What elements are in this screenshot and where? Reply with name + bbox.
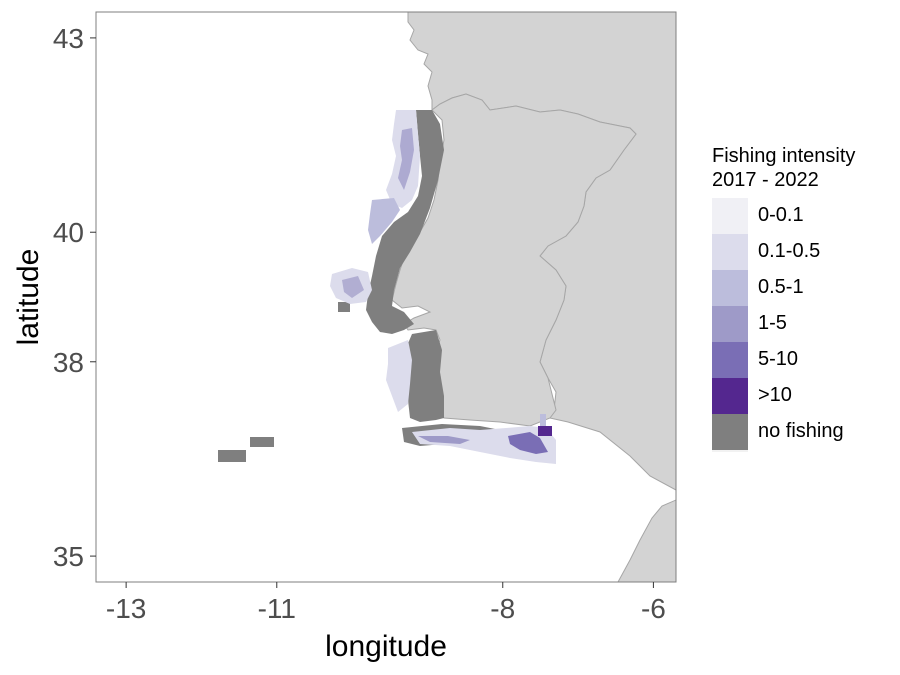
x-tick-label: -8 (490, 593, 515, 624)
legend-label: no fishing (758, 420, 844, 442)
intensity-zone-max (538, 426, 552, 436)
plot-panel-border (95, 11, 677, 583)
no-fishing-zone-southwest (402, 330, 444, 422)
legend-item: 0.1-0.5 (712, 234, 892, 270)
no-fishing-zone-seamount-1 (218, 450, 246, 462)
intensity-zone-east-edge (540, 414, 546, 426)
x-tick-label: -11 (258, 593, 296, 624)
x-axis-title: longitude (325, 630, 447, 663)
legend-label: 1-5 (758, 312, 787, 334)
intensity-zone-lisbon-inner (342, 276, 364, 298)
fishing-intensity-zones (330, 110, 556, 464)
legend-item: 0-0.1 (712, 198, 892, 234)
legend-swatch (712, 234, 748, 270)
legend-swatch (712, 378, 748, 414)
y-tick-label: 38 (53, 347, 84, 378)
land-north-africa (617, 499, 676, 582)
legend-label: >10 (758, 384, 792, 406)
legend-swatch (712, 342, 748, 378)
legend-swatch (712, 270, 748, 306)
intensity-zone-algarve-mid (418, 436, 470, 444)
y-axis-title: latitude (12, 249, 45, 346)
intensity-zone-nazare (368, 198, 400, 244)
x-axis: -13 -11 -8 -6 (106, 582, 666, 624)
no-fishing-zone-seamount-2 (250, 437, 274, 447)
intensity-zone-north-inner (398, 128, 414, 190)
y-axis: 35 38 40 43 (53, 23, 96, 572)
legend-title: Fishing intensity 2017 - 2022 (712, 145, 856, 191)
legend-swatch (712, 414, 748, 450)
y-tick-label: 40 (53, 217, 84, 248)
legend-label: 0-0.1 (758, 204, 804, 226)
intensity-zone-algarve-east (508, 432, 548, 454)
no-fishing-zone-offshore-cell (338, 302, 350, 312)
no-fishing-zone-north (366, 110, 444, 334)
legend-label: 5-10 (758, 348, 799, 370)
legend-label: 0.5-1 (758, 276, 804, 298)
legend-swatch (712, 198, 748, 234)
legend-swatch (712, 306, 748, 342)
y-tick-label: 43 (53, 23, 84, 54)
intensity-zone-alentejo (386, 340, 412, 412)
legend: Fishing intensity 2017 - 2022 0-0.1 0.1-0… (712, 144, 892, 452)
y-tick-label: 35 (53, 541, 84, 572)
legend-items: 0-0.1 0.1-0.5 0.5-1 1-5 5-10 >10 no fishing (712, 198, 844, 452)
legend-label: 0.1-0.5 (758, 240, 821, 262)
legend-item: no fishing (712, 414, 892, 450)
legend-item: 1-5 (712, 306, 892, 342)
legend-item: 0.5-1 (712, 270, 892, 306)
legend-item: 5-10 (712, 342, 892, 378)
x-tick-label: -6 (641, 593, 666, 624)
legend-item: >10 (712, 378, 892, 414)
x-tick-label: -13 (106, 593, 146, 624)
